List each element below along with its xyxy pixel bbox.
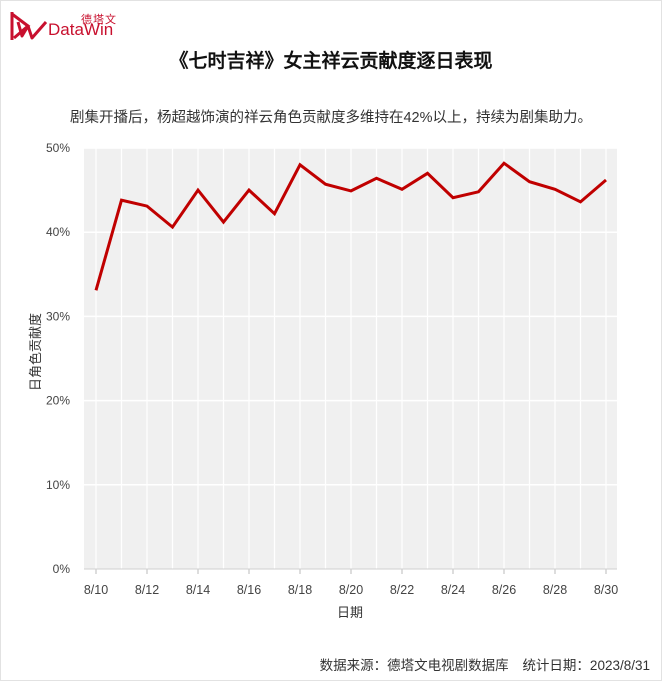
y-axis-ticks: 0% 10% 20% 30% 40% 50% [46, 141, 70, 576]
x-tick-label: 8/12 [135, 583, 159, 597]
x-tick-label: 8/28 [543, 583, 567, 597]
x-tick-label: 8/26 [492, 583, 516, 597]
x-tick-label: 8/10 [84, 583, 108, 597]
x-axis-ticks: 8/10 8/12 8/14 8/16 8/18 8/20 8/22 8/24 8/26 8/28… [84, 569, 618, 597]
stat-date: 统计日期：2023/8/31 [522, 658, 650, 673]
vertical-gridlines [95, 148, 607, 569]
x-tick-label: 8/14 [186, 583, 210, 597]
y-axis-label: 日角色贡献度 [28, 313, 43, 391]
x-tick-label: 8/18 [288, 583, 312, 597]
y-tick-label: 40% [46, 225, 70, 239]
chart-subtitle: 剧集开播后，杨超越饰演的祥云角色贡献度多维持在42%以上，持续为剧集助力。 [69, 110, 593, 126]
y-tick-label: 30% [46, 309, 70, 323]
footer: 数据来源：德塔文电视剧数据库 统计日期：2023/8/31 [310, 654, 650, 674]
y-tick-label: 20% [46, 394, 70, 408]
logo-chinese-text: 德塔文 [81, 14, 117, 26]
x-axis-label: 日期 [337, 605, 363, 620]
x-tick-label: 8/30 [594, 583, 618, 597]
y-tick-label: 50% [46, 141, 70, 155]
datawin-logo-icon [10, 12, 48, 40]
chart-title: 《七时吉祥》女主祥云贡献度逐日表现 [169, 51, 493, 72]
horizontal-gridlines [84, 147, 617, 486]
x-tick-label: 8/16 [237, 583, 261, 597]
data-source: 数据来源：德塔文电视剧数据库 [319, 658, 509, 673]
y-tick-label: 10% [46, 478, 70, 492]
series-line [94, 161, 607, 291]
datawin-logo [8, 8, 118, 44]
x-tick-label: 8/24 [441, 583, 465, 597]
x-tick-label: 8/22 [390, 583, 414, 597]
y-tick-label: 0% [53, 562, 71, 576]
x-tick-label: 8/20 [339, 583, 363, 597]
logo-english-text: DataWin [48, 20, 114, 39]
